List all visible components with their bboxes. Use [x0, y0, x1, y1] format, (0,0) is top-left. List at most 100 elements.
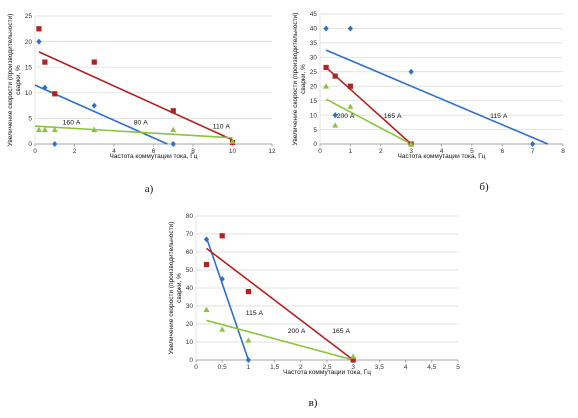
y-tick-label: 45	[310, 11, 318, 18]
x-tick-label: 2	[73, 148, 77, 155]
y-tick-label: 20	[186, 321, 194, 328]
x-tick-label: 6	[500, 148, 504, 155]
data-point-triangle	[323, 83, 330, 89]
y-tick-label: 5	[313, 127, 317, 134]
x-tick-label: 2	[379, 148, 383, 155]
series-label: 165 А	[332, 328, 350, 335]
x-tick-label: 0	[194, 364, 198, 371]
data-point-triangle	[229, 138, 236, 144]
y-tick-label: 80	[186, 213, 194, 220]
y-tick-label: 15	[310, 98, 318, 105]
series-label: 200 А	[288, 328, 306, 335]
y-tick-label: 25	[25, 13, 33, 20]
series-label: 110 А	[213, 124, 231, 131]
data-point-square	[42, 59, 48, 65]
data-point-triangle	[203, 306, 210, 312]
y-tick-label: 60	[186, 249, 194, 256]
data-point-triangle	[219, 326, 226, 332]
x-tick-label: 4,5	[427, 364, 436, 371]
data-point-triangle	[408, 141, 415, 147]
x-tick-label: 8	[191, 148, 195, 155]
y-tick-label: 30	[310, 55, 318, 62]
data-point-diamond	[323, 25, 329, 32]
y-tick-label: 40	[310, 26, 318, 33]
x-tick-label: 10	[229, 148, 237, 155]
x-tick-label: 7	[531, 148, 535, 155]
data-point-square	[332, 73, 338, 79]
trendline-red	[205, 247, 354, 361]
panel-label: в)	[309, 397, 318, 409]
data-point-triangle	[332, 122, 339, 128]
x-axis-title: Частота коммутации тока, Гц	[398, 153, 486, 160]
trendline-blue	[205, 237, 250, 361]
x-tick-label: 5	[470, 148, 474, 155]
x-tick-label: 1,5	[270, 364, 279, 371]
trendline-red	[325, 66, 412, 145]
y-axis-title-line: Увеличение скорости (производительности)	[7, 14, 14, 147]
data-point-diamond	[91, 102, 97, 109]
x-tick-label: 3,5	[375, 364, 384, 371]
data-point-triangle	[51, 126, 58, 133]
data-point-diamond	[170, 141, 176, 147]
x-tick-label: 3	[351, 364, 355, 371]
x-tick-label: 0	[33, 148, 37, 155]
y-axis-title-line: сварки, %	[300, 64, 307, 94]
x-axis-title: Частота коммутации тока, Гц	[283, 369, 371, 376]
x-tick-label: 2,5	[322, 364, 331, 371]
series-label: 80 А	[134, 120, 148, 127]
data-point-square	[245, 289, 251, 295]
trendline-blue	[325, 49, 549, 145]
x-axis-title: Частота коммутации тока, Гц	[110, 153, 198, 160]
y-tick-label: 70	[186, 231, 194, 238]
y-tick-label: 0	[28, 141, 32, 148]
data-point-square	[170, 108, 176, 114]
y-tick-label: 10	[186, 339, 194, 346]
y-axis-title-line: сварки, %	[176, 273, 183, 303]
data-point-triangle	[35, 126, 42, 133]
chart-1: 0 5 10 15 20 25 0 2 4 6 8 10 12 Частота коммутации то…	[7, 13, 276, 195]
y-axis-title-line: Увеличение скорости (производительности)	[168, 222, 175, 355]
data-point-square	[203, 262, 210, 268]
x-tick-label: 12	[268, 148, 276, 155]
data-point-diamond	[219, 276, 225, 282]
y-tick-label: 30	[186, 303, 194, 310]
data-point-diamond	[42, 84, 48, 91]
y-tick-label: 10	[310, 112, 318, 119]
data-point-diamond	[245, 357, 251, 363]
data-point-diamond	[203, 236, 210, 243]
y-tick-label: 25	[310, 69, 318, 76]
data-point-triangle	[41, 126, 48, 133]
y-tick-label: 50	[186, 267, 194, 274]
data-point-triangle	[347, 103, 354, 109]
y-tick-label: 10	[25, 90, 33, 97]
data-point-diamond	[36, 38, 42, 45]
y-axis-title-line: Увеличение скорости (производительности)	[292, 13, 299, 146]
data-point-triangle	[350, 353, 357, 359]
data-point-diamond	[408, 68, 414, 75]
x-tick-label: 0,5	[218, 364, 227, 371]
panel-label: а)	[145, 183, 154, 195]
y-tick-label: 0	[189, 357, 193, 364]
data-point-diamond	[347, 25, 353, 32]
series-label: 160 А	[63, 120, 81, 127]
x-tick-label: 5	[456, 364, 460, 371]
x-tick-label: 3	[409, 148, 413, 155]
data-point-square	[350, 357, 356, 363]
trendline-green	[206, 319, 354, 361]
x-tick-label: 6	[152, 148, 156, 155]
data-point-diamond	[530, 141, 536, 147]
data-point-diamond	[52, 141, 58, 147]
data-point-square	[219, 233, 225, 239]
data-point-triangle	[245, 337, 252, 343]
x-tick-label: 4	[404, 364, 408, 371]
x-tick-label: 2	[299, 364, 303, 371]
x-tick-label: 1	[349, 148, 353, 155]
y-axis-title-line: сварки, %	[15, 65, 22, 95]
x-tick-label: 8	[561, 148, 565, 155]
trendline-green	[34, 125, 233, 139]
y-tick-label: 5	[28, 116, 32, 123]
y-tick-label: 20	[310, 83, 318, 90]
series-label: 115 А	[490, 113, 508, 120]
